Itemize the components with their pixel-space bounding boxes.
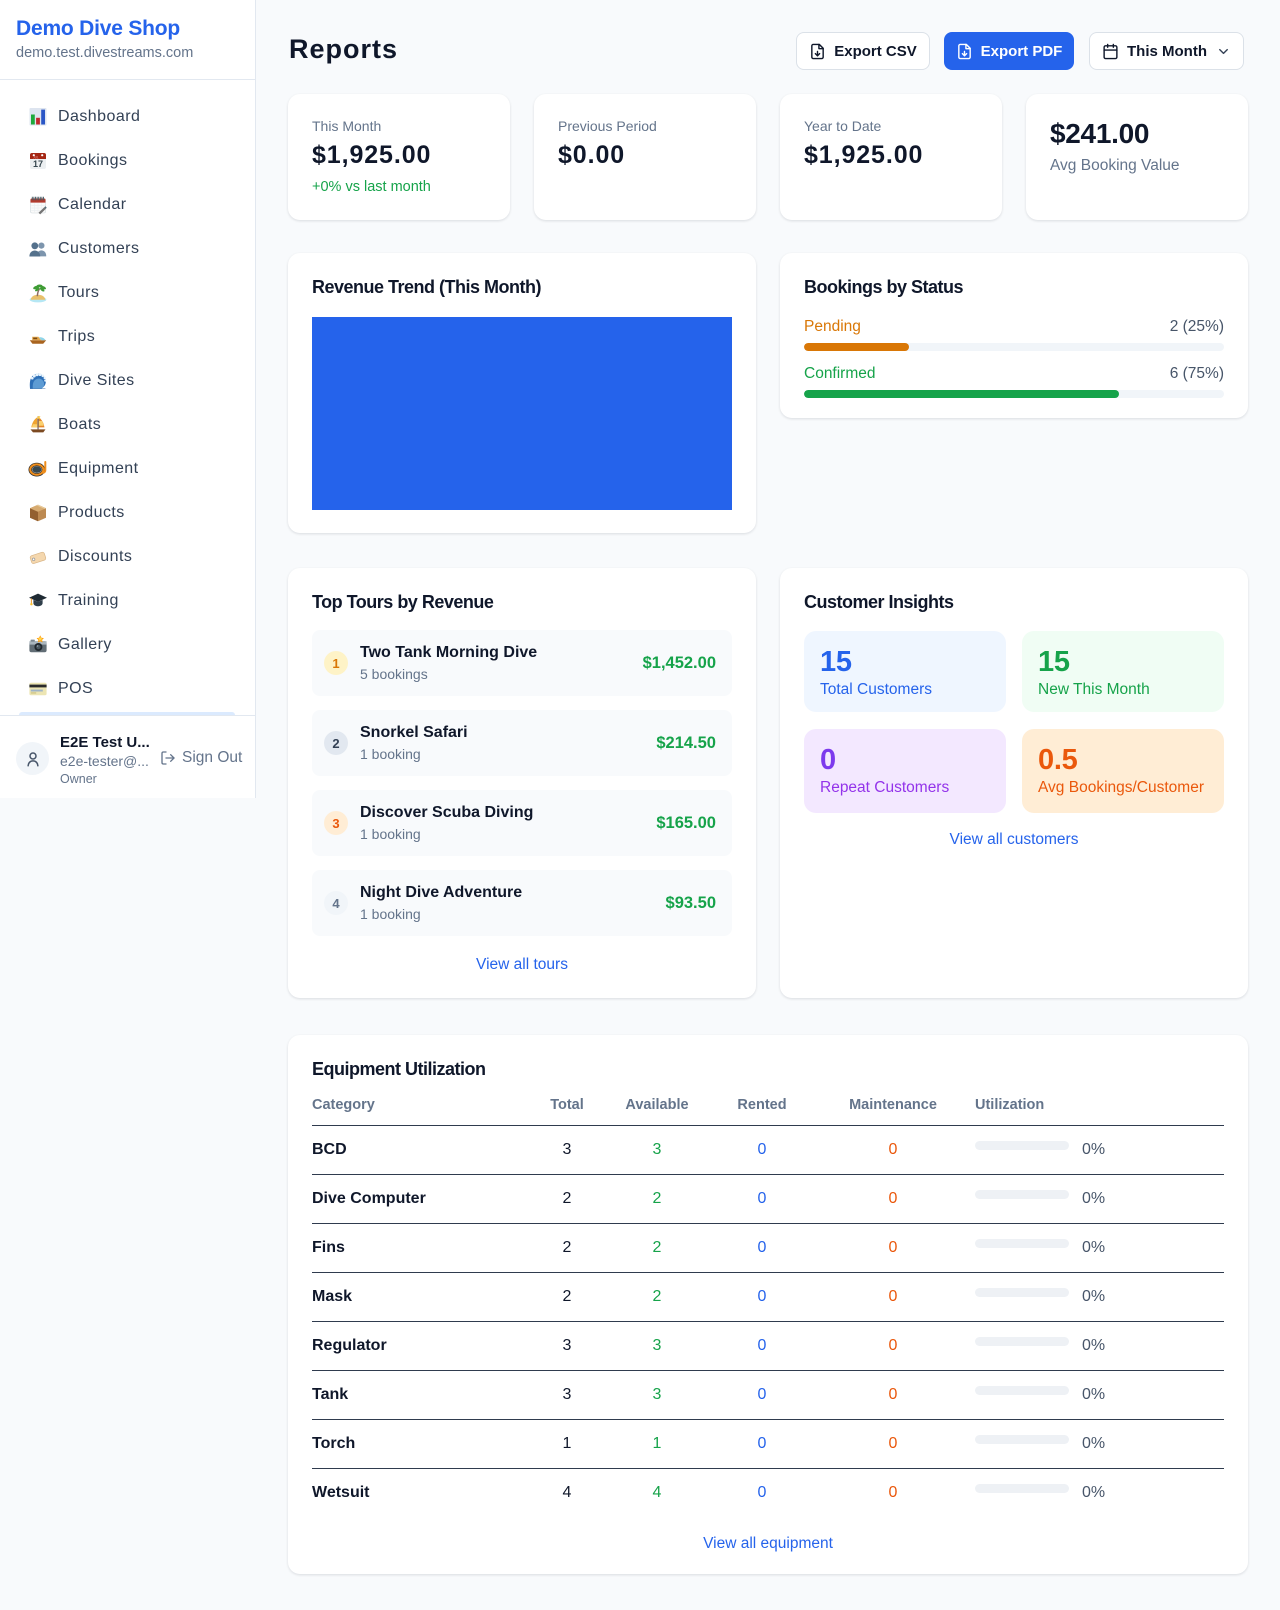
svg-text:17: 17 (33, 159, 43, 169)
svg-text:JUL: JUL (33, 155, 39, 159)
